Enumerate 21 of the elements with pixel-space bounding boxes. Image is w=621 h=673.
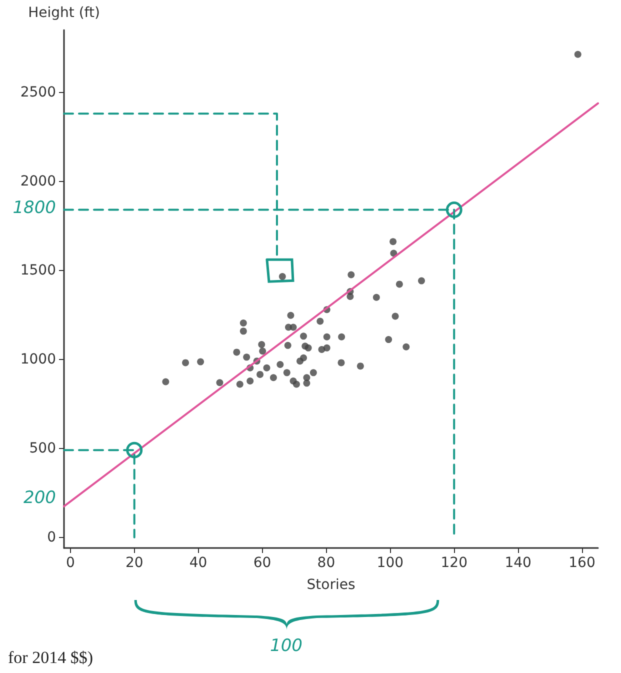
- x-tick-label: 0: [66, 555, 75, 571]
- x-tick-label: 60: [253, 555, 272, 571]
- y-tick-label: 2000: [20, 173, 56, 190]
- x-axis-title: Stories: [306, 577, 356, 593]
- x-tick-label: 120: [440, 555, 468, 571]
- text: 200: [24, 488, 56, 508]
- y-tick-label: 1000: [20, 351, 56, 368]
- y-axis-title: Height (ft): [28, 5, 100, 21]
- x-tick-label: 40: [189, 555, 208, 571]
- y-tick-label: 1500: [20, 262, 56, 278]
- text: 1800: [12, 198, 56, 218]
- x-tick-label: 20: [125, 555, 144, 571]
- x-tick-label: 100: [376, 555, 404, 571]
- y-tick-label: 2500: [20, 84, 56, 100]
- x-tick-label: 140: [504, 555, 532, 571]
- x-tick-label: 160: [568, 555, 596, 571]
- y-tick-label: 0: [47, 529, 56, 546]
- x-tick-label: 80: [317, 555, 336, 571]
- text: for 2014 $$): [8, 648, 93, 668]
- text: 100: [270, 636, 302, 656]
- y-tick-label: 500: [29, 440, 56, 456]
